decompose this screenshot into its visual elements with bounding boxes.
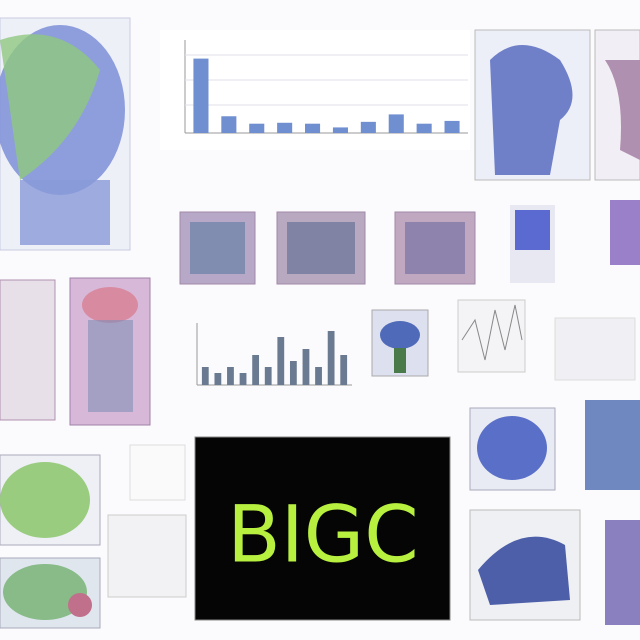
bar bbox=[327, 331, 335, 385]
center-panel: BIGC bbox=[194, 436, 451, 621]
bar bbox=[252, 355, 260, 385]
bar bbox=[340, 355, 348, 385]
head-panels bbox=[474, 29, 640, 181]
bar bbox=[214, 373, 222, 385]
left-panels bbox=[0, 277, 151, 426]
bar bbox=[315, 367, 322, 385]
bar bbox=[388, 114, 404, 133]
bar-chart bbox=[193, 58, 460, 133]
bar bbox=[249, 123, 265, 133]
bar bbox=[444, 120, 460, 133]
center-text: BIGC bbox=[227, 490, 418, 580]
bottom-left-panels bbox=[0, 444, 187, 629]
small-chart-frame bbox=[196, 323, 352, 386]
bar bbox=[239, 373, 247, 385]
bar bbox=[264, 367, 272, 385]
bar bbox=[302, 349, 310, 385]
bar bbox=[360, 121, 376, 133]
middle-panels bbox=[371, 299, 636, 381]
bar bbox=[289, 361, 297, 385]
bar bbox=[193, 58, 209, 133]
bar bbox=[332, 127, 348, 133]
thumbnail-row bbox=[179, 200, 640, 285]
bar bbox=[305, 123, 321, 133]
bar bbox=[416, 123, 432, 133]
bar bbox=[201, 367, 209, 385]
bottom-right-panels bbox=[469, 400, 640, 625]
anatomy-panel bbox=[0, 17, 131, 251]
bar bbox=[277, 122, 293, 133]
bar bbox=[227, 367, 234, 385]
small-bar-chart bbox=[201, 331, 348, 385]
bar bbox=[221, 116, 237, 133]
bar bbox=[277, 337, 285, 385]
